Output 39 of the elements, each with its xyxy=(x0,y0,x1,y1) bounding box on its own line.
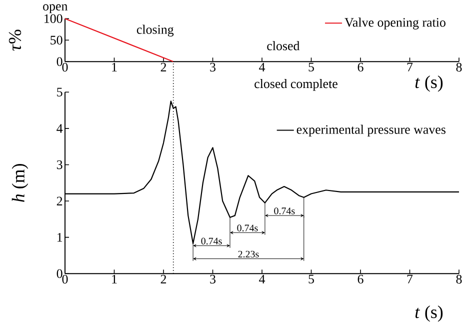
x-tick-label: 6 xyxy=(358,274,364,284)
y-tick-label: 5 xyxy=(57,88,62,96)
annotation: 0.74s xyxy=(201,238,222,244)
text: open xyxy=(43,4,68,14)
x-tick-label: 2 xyxy=(160,62,166,72)
annotation: 0.74s xyxy=(237,224,258,232)
y-tick-label: 100 xyxy=(44,14,62,23)
x-axis-title: t (s) xyxy=(415,75,443,92)
annotation: 2.23s xyxy=(238,250,259,258)
y-tick-label: 4 xyxy=(56,124,63,133)
x-tick-label: 3 xyxy=(210,274,216,284)
x-tick-label: 5 xyxy=(308,274,314,284)
legend-label: experimental pressure waves xyxy=(296,124,446,136)
x-tick-label: 8 xyxy=(456,62,462,72)
y-tick-label: 1 xyxy=(57,233,62,242)
y-tick-label: 0 xyxy=(56,57,62,66)
x-tick-label: 7 xyxy=(407,62,413,72)
x-tick-label: 8 xyxy=(456,274,462,284)
y-axis-title: h (m) xyxy=(12,164,28,202)
annotation: 0.74s xyxy=(274,208,295,214)
y-tick-label: 50 xyxy=(50,36,62,44)
y-tick-label: 0 xyxy=(56,269,62,278)
x-tick-label: 1 xyxy=(112,274,117,284)
x-tick-label: 4 xyxy=(259,274,266,284)
x-axis-title: t (s) xyxy=(415,305,443,322)
text: closed complete xyxy=(254,78,338,91)
x-tick-label: 5 xyxy=(308,62,314,72)
x-tick-label: 1 xyxy=(112,62,117,72)
y-axis-title: τ% xyxy=(8,30,22,51)
x-tick-label: 7 xyxy=(407,274,413,284)
annotation: closing xyxy=(136,24,174,37)
y-tick-label: 2 xyxy=(56,196,62,206)
annotation: closed xyxy=(267,41,300,50)
y-tick-label: 3 xyxy=(56,160,62,170)
x-tick-label: 2 xyxy=(160,274,166,284)
legend-label: Valve opening ratio xyxy=(344,18,446,30)
x-tick-label: 3 xyxy=(210,62,216,72)
x-tick-label: 6 xyxy=(358,62,364,72)
x-tick-label: 4 xyxy=(259,62,266,72)
